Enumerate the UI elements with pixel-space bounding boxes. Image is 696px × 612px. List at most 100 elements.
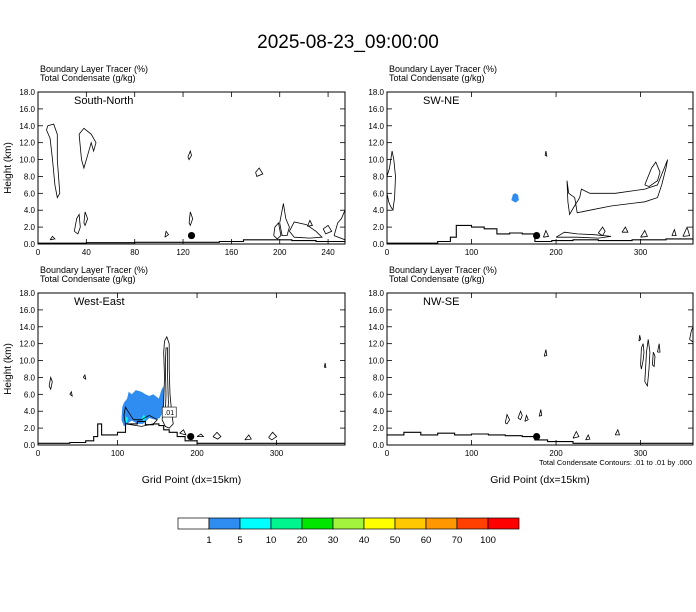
contour-line — [187, 149, 192, 161]
y-tick-label: 16.0 — [19, 306, 35, 315]
plot-frame — [386, 292, 694, 446]
panels: Boundary Layer Tracer (%)Total Condensat… — [3, 64, 694, 486]
y-tick-label: 4.0 — [24, 407, 36, 416]
contour-line — [279, 203, 290, 237]
colorbar-swatch — [208, 517, 241, 530]
y-tick-label: 4.0 — [373, 206, 385, 215]
contour-line — [164, 347, 169, 416]
panel-line1: Boundary Layer Tracer (%) — [40, 64, 148, 74]
contour-line — [273, 222, 282, 240]
colorbar-swatch — [301, 517, 334, 530]
y-tick-label: 16.0 — [368, 105, 384, 114]
filled-region — [125, 416, 128, 423]
y-tick-label: 8.0 — [373, 172, 385, 181]
x-tick-label: 300 — [634, 449, 648, 458]
terrain-line — [387, 431, 693, 444]
contour-line — [307, 219, 313, 227]
panel-line1: Boundary Layer Tracer (%) — [389, 64, 497, 74]
contour-line — [268, 431, 278, 441]
panel-line2: Total Condensate (g/kg) — [389, 274, 485, 284]
y-tick-label: 2.0 — [24, 223, 36, 232]
colorbar-swatch — [363, 517, 396, 530]
colorbar-swatch — [239, 517, 272, 530]
colorbar-swatch — [394, 517, 427, 530]
y-tick-label: 0.0 — [373, 441, 385, 450]
x-tick-label: 240 — [321, 248, 335, 257]
contour-line — [504, 413, 511, 425]
contour-line — [48, 375, 53, 391]
y-tick-label: 10.0 — [368, 156, 384, 165]
colorbar-label: 1 — [206, 535, 211, 546]
location-marker — [187, 432, 195, 441]
x-tick-label: 200 — [273, 248, 287, 257]
colorbar-label: 60 — [421, 535, 432, 546]
plot-frame — [37, 91, 346, 245]
contour-line — [255, 167, 264, 177]
panel-line2: Total Condensate (g/kg) — [40, 274, 136, 284]
contour-line — [322, 224, 333, 235]
panel-line2: Total Condensate (g/kg) — [389, 73, 485, 83]
contour-line — [538, 409, 543, 417]
y-tick-label: 2.0 — [24, 424, 36, 433]
contour-label: .01 — [164, 410, 174, 417]
contour-line — [244, 434, 252, 441]
panel-name: West-East — [74, 296, 125, 308]
contour-line — [196, 433, 205, 438]
panel-south-north: Boundary Layer Tracer (%)Total Condensat… — [3, 64, 346, 257]
contour-line — [212, 431, 222, 440]
terrain-line — [38, 239, 346, 244]
contour-line — [638, 335, 642, 342]
y-tick-label: 4.0 — [24, 206, 36, 215]
x-tick-label: 100 — [465, 248, 479, 257]
contour-line — [161, 335, 174, 429]
colorbar-label: 50 — [390, 535, 401, 546]
contour-line — [78, 127, 97, 170]
contour-line — [386, 151, 396, 212]
x-tick-label: 40 — [82, 248, 91, 257]
y-tick-label: 6.0 — [373, 189, 385, 198]
y-axis-label: Height (km) — [3, 343, 14, 395]
y-tick-label: 6.0 — [24, 390, 36, 399]
contour-line — [657, 343, 661, 353]
colorbar-label: 5 — [237, 535, 242, 546]
contour-line — [543, 349, 548, 357]
y-axis-label: Height (km) — [3, 142, 14, 194]
contour-line — [82, 373, 87, 381]
y-tick-label: 16.0 — [368, 306, 384, 315]
y-tick-label: 6.0 — [373, 390, 385, 399]
x-tick-label: 0 — [385, 248, 390, 257]
x-tick-label: 200 — [549, 449, 563, 458]
footer-note: Total Condensate Contours: .01 to .01 by… — [539, 458, 692, 467]
contour-line — [689, 326, 694, 343]
y-tick-label: 12.0 — [19, 139, 35, 148]
x-tick-label: 100 — [465, 449, 479, 458]
terrain-line — [38, 420, 345, 444]
x-tick-label: 120 — [176, 248, 190, 257]
panel-line2: Total Condensate (g/kg) — [40, 73, 136, 83]
colorbar-swatch — [332, 517, 365, 530]
colorbar-swatch — [425, 517, 458, 530]
x-tick-label: 300 — [634, 248, 648, 257]
contour-line — [682, 225, 691, 237]
panel-name: South-North — [74, 95, 133, 107]
y-tick-label: 0.0 — [24, 240, 36, 249]
colorbar-swatch — [487, 517, 520, 530]
contour-line — [69, 390, 73, 397]
x-axis-label: Grid Point (dx=15km) — [142, 474, 242, 486]
x-tick-label: 0 — [36, 449, 41, 458]
colorbar-label: 100 — [480, 535, 496, 546]
y-tick-label: 8.0 — [24, 373, 36, 382]
y-tick-label: 0.0 — [373, 240, 385, 249]
contour-line — [73, 213, 81, 235]
x-tick-label: 200 — [549, 248, 563, 257]
x-tick-label: 200 — [190, 449, 204, 458]
contour-line — [621, 226, 629, 233]
y-tick-label: 16.0 — [19, 105, 35, 114]
contour-line — [585, 433, 591, 441]
y-tick-label: 2.0 — [373, 424, 385, 433]
contour-line — [164, 230, 170, 238]
filled-region — [121, 385, 164, 427]
y-tick-label: 10.0 — [368, 357, 384, 366]
x-axis-label: Grid Point (dx=15km) — [490, 474, 590, 486]
